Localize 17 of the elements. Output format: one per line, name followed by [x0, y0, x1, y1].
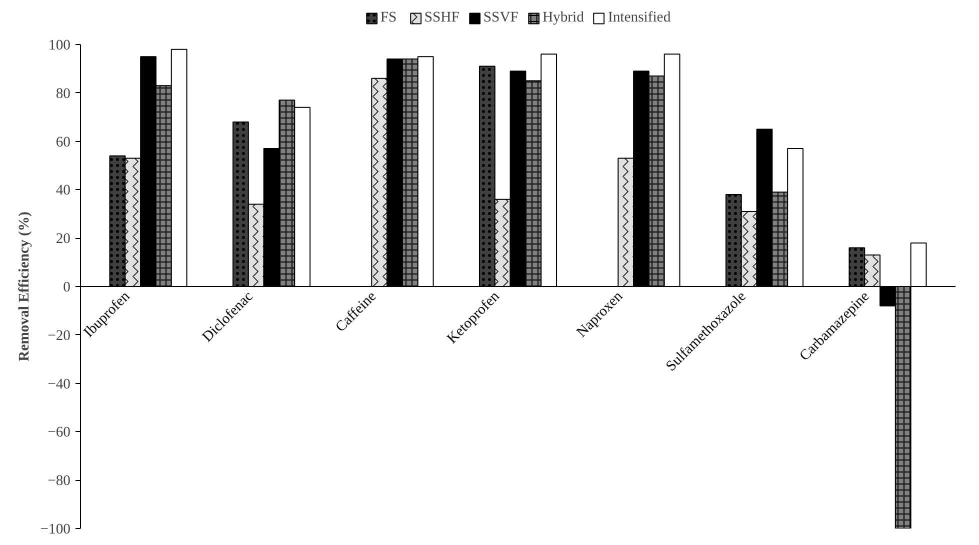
y-tick-label: 80	[56, 86, 70, 102]
y-tick-label: −40	[48, 376, 70, 392]
y-tick-label: 20	[56, 231, 70, 248]
y-tick-label: −20	[48, 328, 70, 344]
legend-label: SSHF	[424, 10, 460, 26]
legend-label: FS	[380, 10, 398, 26]
y-tick-label: −60	[48, 424, 70, 441]
legend-label: Intensified	[608, 10, 671, 26]
y-tick-label: 100	[48, 38, 70, 54]
y-tick-label: 60	[56, 134, 70, 150]
legend-label: Hybrid	[542, 10, 584, 26]
legend-label: SSVF	[483, 10, 518, 26]
y-tick-label: 0	[63, 280, 70, 296]
y-tick-label: −100	[40, 522, 70, 538]
y-tick-label: 40	[56, 182, 70, 199]
y-tick-label: −80	[48, 473, 70, 490]
y-axis-title: Removal Efficiency (%)	[16, 211, 32, 362]
